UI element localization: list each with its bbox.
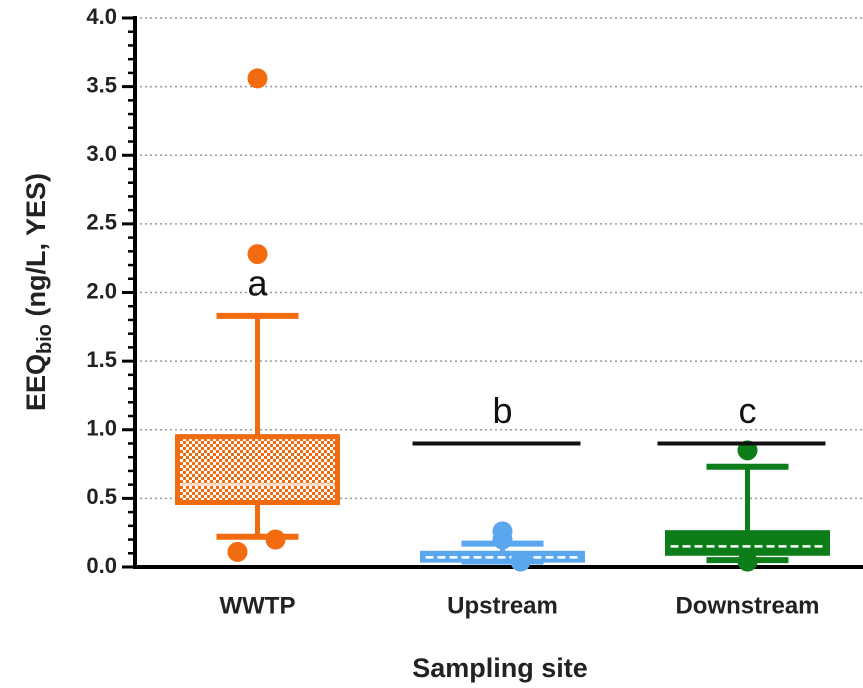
- significance-letter: c: [739, 390, 757, 431]
- y-label-rest: (ng/L, YES): [21, 173, 51, 324]
- x-tick-label: Upstream: [447, 592, 558, 619]
- outlier: [227, 541, 248, 562]
- y-tick-label: 0.5: [86, 484, 117, 509]
- x-tick-label: Downstream: [675, 592, 819, 619]
- outlier: [247, 68, 268, 89]
- y-tick-label: 3.0: [86, 141, 117, 166]
- outlier: [510, 551, 531, 572]
- outlier: [492, 529, 513, 550]
- significance-letter: b: [492, 390, 512, 431]
- y-tick-label: 2.0: [86, 278, 117, 303]
- y-axis-label: EEQbio (ng/L, YES): [21, 173, 56, 411]
- outlier: [247, 244, 268, 265]
- y-tick-label: 0.0: [86, 553, 117, 578]
- outlier: [737, 551, 758, 572]
- y-tick-label: 4.0: [86, 4, 117, 29]
- y-label-subscript: bio: [34, 324, 56, 354]
- x-axis-label: Sampling site: [412, 653, 588, 683]
- y-tick-label: 1.0: [86, 416, 117, 441]
- y-tick-label: 2.5: [86, 210, 117, 235]
- box: [175, 434, 340, 505]
- box: [665, 530, 830, 556]
- y-tick-label: 1.5: [86, 347, 117, 372]
- outlier: [265, 529, 286, 550]
- significance-letter: a: [247, 262, 268, 303]
- y-label-main: EEQ: [21, 354, 51, 411]
- x-tick-label: WWTP: [220, 592, 296, 619]
- y-tick-label: 3.5: [86, 72, 117, 97]
